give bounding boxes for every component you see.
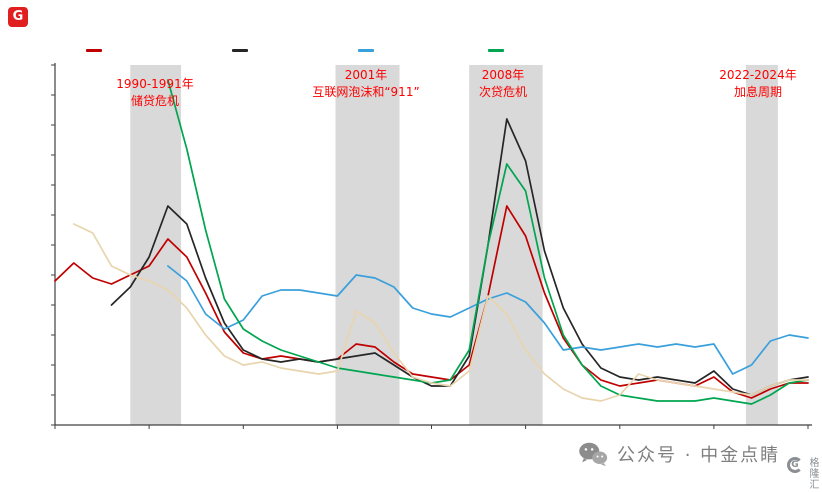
gelonghui-brand-label: 格隆汇: [807, 457, 818, 490]
gelonghui-logo-icon: G: [8, 7, 28, 27]
gelonghui-g-icon: G: [787, 457, 803, 473]
recession-band: [130, 65, 182, 425]
legend-swatch-red: [86, 49, 102, 52]
annotation-line: 储贷危机: [130, 94, 180, 109]
legend-swatch-black: [232, 49, 248, 52]
annotation-line: 加息周期: [733, 85, 783, 100]
series-line-tan-series: [72, 223, 809, 402]
legend-swatch-green: [488, 49, 504, 52]
recession-band: [335, 65, 400, 425]
annotation-2008-crisis: 2008年 次贷危机: [479, 67, 527, 102]
recession-band: [469, 65, 543, 425]
wechat-icon: [579, 442, 608, 467]
series-line-black-series: [110, 118, 809, 396]
footer: 公众号 · 中金点睛: [578, 441, 780, 467]
annotation-line: 次贷危机: [478, 85, 528, 100]
annotation-1990-1991-crisis: 1990-1991年 储贷危机: [116, 76, 193, 111]
gelonghui-watermark: G 格隆汇: [787, 457, 820, 491]
series-line-green-series: [167, 79, 809, 405]
annotation-line: 2001年: [344, 68, 388, 82]
annotation-line: 1990-1991年: [116, 77, 194, 91]
annotation-line: 2008年: [481, 68, 525, 82]
annotation-line: 2022-2024年: [719, 68, 797, 82]
recession-band: [745, 65, 778, 425]
annotation-2001-crisis: 2001年 互联网泡沫和“911”: [312, 67, 419, 102]
annotation-2022-2024-cycle: 2022-2024年 加息周期: [719, 67, 796, 102]
legend-swatch-blue: [358, 49, 374, 52]
annotation-line: 互联网泡沫和“911”: [312, 85, 420, 100]
footer-account-label: 公众号 · 中金点睛: [617, 445, 781, 466]
